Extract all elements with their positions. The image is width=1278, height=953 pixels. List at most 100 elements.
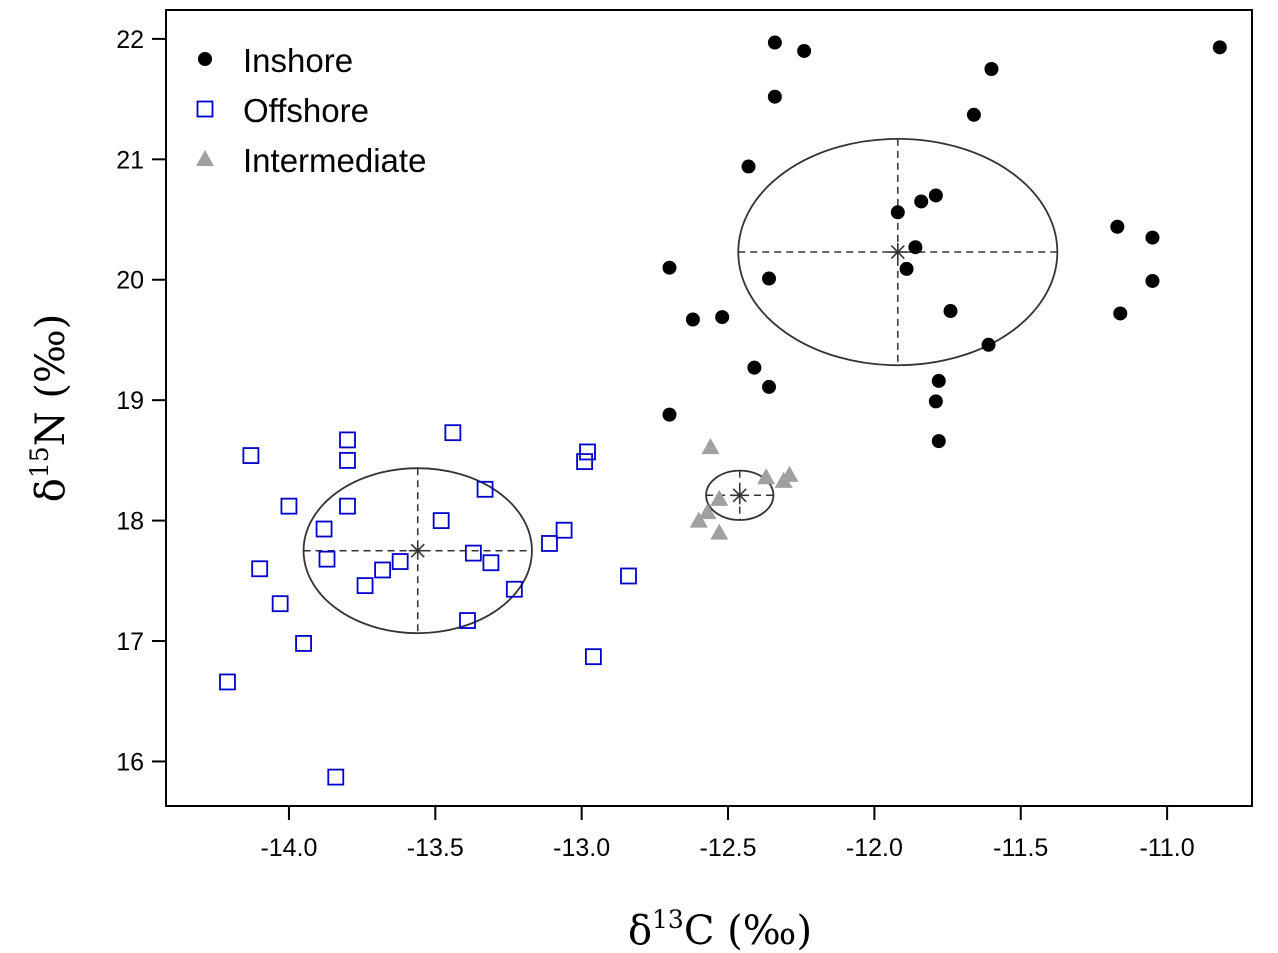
offshore-centroid-marker: [408, 541, 427, 560]
offshore-point: [482, 554, 500, 572]
inshore-point: [662, 407, 677, 422]
y-axis-title-suffix: N (‰): [28, 314, 74, 447]
inshore-point: [767, 89, 782, 104]
offshore-point: [271, 595, 289, 613]
x-axis-title-prefix: δ: [628, 908, 652, 953]
y-tick-label: 22: [116, 26, 144, 54]
x-axis: -14.0 -13.5 -13.0 -12.5 -12.0 -11.5 -11.0: [260, 805, 1195, 862]
inshore-point: [1145, 273, 1160, 288]
offshore-point: [576, 453, 593, 470]
inshore-point: [762, 379, 777, 394]
inshore-point: [1110, 219, 1125, 234]
centroid-stroke: [890, 245, 905, 260]
inshore-series: [662, 35, 1227, 449]
intermediate-point: [698, 503, 717, 520]
inshore-point: [943, 304, 958, 319]
inshore-point: [899, 261, 914, 276]
legend-marker-inshore: [198, 52, 212, 66]
x-axis-title: δ13C (‰): [628, 905, 812, 953]
legend-label-inshore: Inshore: [243, 42, 353, 79]
inshore-point: [908, 240, 923, 255]
offshore-point: [339, 431, 356, 449]
intermediate-point: [710, 489, 729, 506]
offshore-point: [476, 480, 494, 498]
inshore-point: [747, 360, 762, 375]
offshore-point: [432, 512, 450, 529]
intermediate-point: [757, 468, 776, 485]
intermediate-point: [710, 523, 729, 540]
inshore-point: [662, 260, 677, 275]
inshore-point: [767, 35, 782, 50]
x-tick-label: -14.0: [260, 834, 317, 862]
intermediate-point: [701, 438, 720, 455]
intermediate-centroid-marker: [730, 486, 749, 505]
inshore-point: [928, 394, 943, 409]
inshore-point: [762, 271, 777, 286]
offshore-point: [505, 580, 523, 598]
offshore-point: [295, 635, 312, 652]
offshore-point: [339, 497, 356, 515]
offshore-point: [579, 443, 596, 461]
offshore-point: [374, 561, 392, 579]
intermediate-point: [774, 471, 793, 488]
offshore-point: [541, 535, 558, 552]
legend-label-offshore: Offshore: [243, 92, 369, 129]
inshore-point: [797, 43, 812, 58]
inshore-point: [966, 107, 981, 122]
legend-marker-intermediate: [196, 150, 214, 166]
x-tick-label: -13.5: [407, 834, 464, 862]
inshore-point: [931, 373, 946, 388]
inshore-point: [914, 194, 929, 209]
inshore-point: [1113, 306, 1128, 321]
y-tick-label: 18: [116, 508, 144, 536]
offshore-point: [280, 497, 298, 515]
inshore-point: [981, 337, 996, 352]
legend-item-intermediate: Intermediate: [196, 142, 426, 179]
legend-label-intermediate: Intermediate: [243, 142, 426, 179]
offshore-point: [242, 447, 260, 464]
inshore-point: [741, 159, 756, 174]
offshore-point: [318, 550, 336, 568]
inshore-point: [931, 434, 946, 449]
inshore-point: [1145, 230, 1160, 245]
inshore-point: [984, 62, 999, 77]
x-axis-title-superscript: 13: [652, 905, 684, 934]
inshore-centroid-marker: [888, 243, 907, 262]
y-axis-title-prefix: δ: [28, 478, 74, 502]
legend-item-offshore: Offshore: [196, 92, 369, 129]
centroid-stroke: [732, 488, 747, 503]
offshore-series: [219, 424, 637, 786]
inshore-point: [928, 188, 943, 203]
y-tick-label: 20: [116, 267, 144, 295]
offshore-point: [444, 424, 462, 442]
x-tick-label: -11.0: [1140, 834, 1195, 862]
offshore-point: [219, 673, 236, 691]
offshore-point: [584, 648, 602, 666]
offshore-point: [327, 768, 345, 786]
inshore-point: [715, 310, 730, 325]
x-tick-label: -13.0: [553, 834, 610, 862]
x-axis-title-suffix: C (‰): [684, 908, 812, 953]
x-tick-label: -11.5: [993, 834, 1048, 862]
plot-frame: [165, 9, 1253, 807]
legend-marker-offshore: [196, 100, 214, 118]
offshore-point: [251, 560, 269, 578]
legend: Inshore Offshore Intermediate: [196, 42, 426, 179]
y-tick-label: 16: [116, 748, 144, 776]
inshore-point: [1212, 40, 1227, 55]
y-tick-label: 17: [116, 628, 144, 656]
points-layer: [219, 35, 1227, 786]
y-axis-title-superscript: 15: [25, 446, 54, 478]
offshore-point: [555, 521, 573, 539]
centroid-stroke: [410, 543, 425, 558]
offshore-point: [315, 520, 333, 538]
x-tick-label: -12.5: [700, 834, 757, 862]
y-axis-title: δ15N (‰): [25, 314, 74, 503]
y-tick-label: 19: [116, 387, 144, 415]
offshore-point: [356, 577, 374, 595]
offshore-point: [391, 553, 409, 570]
y-axis: 16 17 18 19 20 21 22: [116, 26, 167, 776]
offshore-point: [464, 544, 482, 562]
ellipse-layer: [302, 137, 1059, 635]
